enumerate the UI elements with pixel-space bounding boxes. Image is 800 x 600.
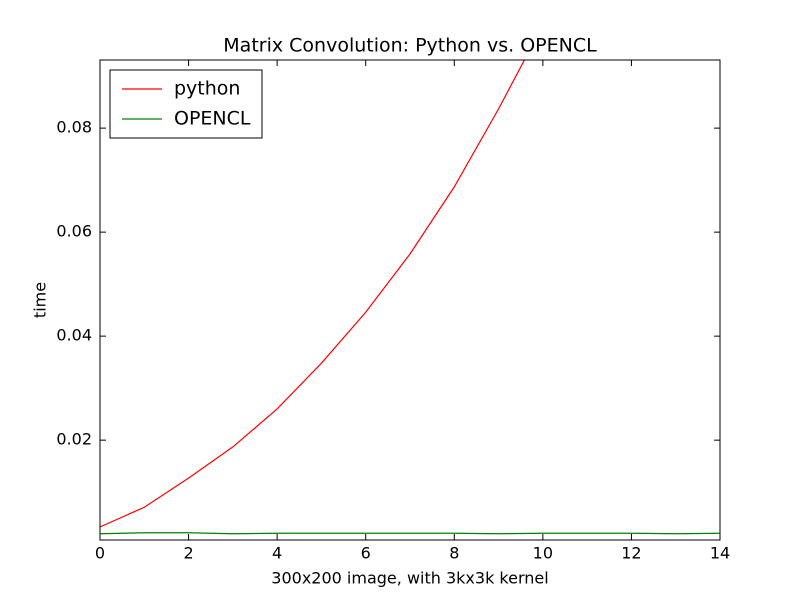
x-tick-label: 14	[710, 544, 730, 563]
legend-box	[109, 69, 263, 139]
plot-area	[100, 60, 720, 535]
x-tick-label: 6	[361, 544, 371, 563]
y-tick-label: 0.06	[56, 222, 92, 241]
plot-frame	[99, 59, 721, 541]
x-tick-label: 12	[621, 544, 641, 563]
legend-label: OPENCL	[174, 108, 251, 130]
legend-label: python	[174, 78, 240, 100]
x-tick-label: 2	[183, 544, 193, 563]
x-tick-label: 0	[95, 544, 105, 563]
y-tick-label: 0.04	[56, 326, 92, 345]
x-tick-label: 10	[533, 544, 553, 563]
x-tick-label: 8	[449, 544, 459, 563]
y-axis-label: time	[31, 282, 50, 318]
line-series	[100, 532, 720, 535]
chart-title: Matrix Convolution: Python vs. OPENCL	[223, 35, 597, 57]
x-tick-label: 4	[272, 544, 282, 563]
x-axis-label: 300x200 image, with 3kx3k kernel	[271, 569, 548, 588]
y-tick-label: 0.02	[56, 430, 92, 449]
y-tick-label: 0.08	[56, 118, 92, 137]
line-series	[100, 60, 526, 528]
